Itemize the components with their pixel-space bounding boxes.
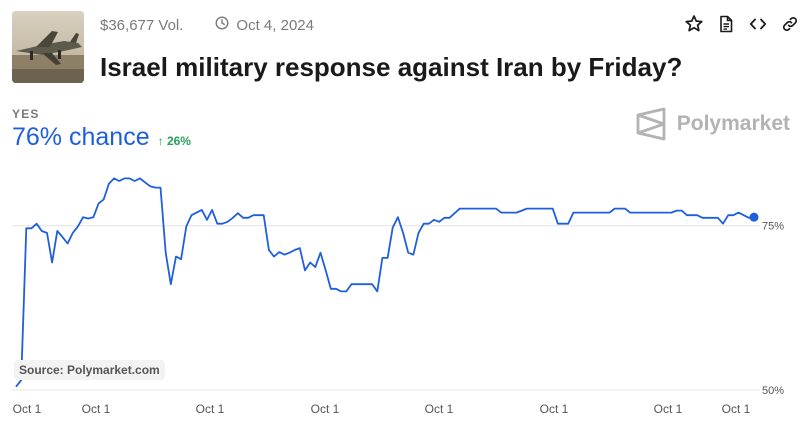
source-label: Source: Polymarket.com <box>14 360 165 380</box>
link-icon[interactable] <box>780 14 800 34</box>
market-title: Israel military response against Iran by… <box>100 52 683 82</box>
y-tick-label: 75% <box>762 221 784 233</box>
arrow-up-icon: ↑ <box>157 134 164 148</box>
x-tick-label: Oct 1 <box>654 402 683 416</box>
x-tick-label: Oct 1 <box>196 402 225 416</box>
series-line <box>15 177 755 388</box>
chance-delta: ↑ 26% <box>158 134 191 148</box>
date-text: Oct 4, 2024 <box>236 16 314 34</box>
polymarket-logo: Polymarket <box>635 107 790 141</box>
document-icon[interactable] <box>716 14 736 34</box>
outcome-label: YES <box>12 107 40 121</box>
chance-value: 76% chance <box>12 123 150 151</box>
market-meta: $36,677 Vol. Oct 4, 2024 <box>100 16 314 34</box>
x-tick-label: Oct 1 <box>311 402 340 416</box>
chance-readout: 76% chance ↑ 26% <box>12 123 191 152</box>
x-tick-label: Oct 1 <box>82 402 111 416</box>
x-tick-label: Oct 1 <box>540 402 569 416</box>
polymarket-mark-icon <box>636 107 666 141</box>
x-tick-label: Oct 1 <box>425 402 454 416</box>
star-icon[interactable] <box>684 14 704 34</box>
y-tick-label: 50% <box>762 385 784 397</box>
clock-icon <box>215 16 229 34</box>
market-actions <box>684 14 800 34</box>
current-point <box>749 212 759 222</box>
market-date: Oct 4, 2024 <box>215 16 314 34</box>
brand-name: Polymarket <box>676 112 790 135</box>
code-icon[interactable] <box>748 14 768 34</box>
market-thumbnail <box>12 11 84 83</box>
volume-text: $36,677 Vol. <box>100 16 184 34</box>
x-tick-label: Oct 1 <box>722 402 751 416</box>
delta-value: 26% <box>166 134 191 148</box>
x-tick-label: Oct 1 <box>13 402 42 416</box>
